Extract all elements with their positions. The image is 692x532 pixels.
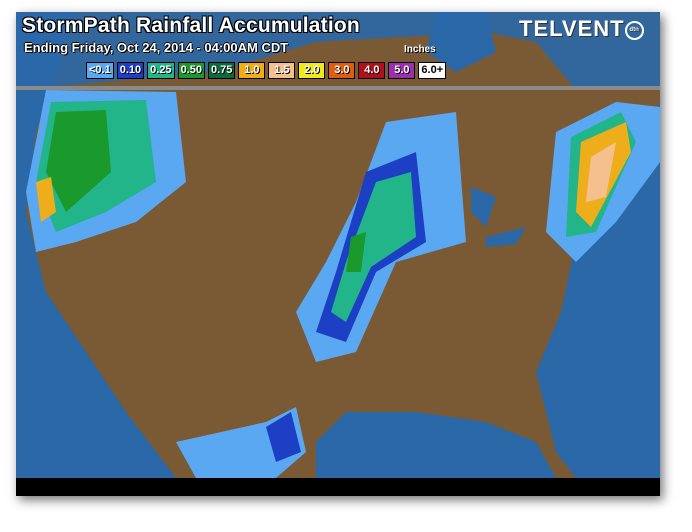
dtn-badge: dtn xyxy=(624,20,644,40)
legend-swatch: <0.1 xyxy=(86,62,114,79)
rain-midwest-teal xyxy=(331,172,416,322)
top-water xyxy=(16,12,660,90)
rain-northeast-peach xyxy=(586,142,616,202)
map-title: StormPath Rainfall Accumulation xyxy=(22,14,360,37)
legend-swatch: 0.10 xyxy=(116,62,145,79)
rainfall-map: StormPath Rainfall Accumulation Ending F… xyxy=(16,12,660,496)
bottom-bar xyxy=(16,478,660,496)
rain-midwest-green xyxy=(346,232,366,272)
legend-swatch: 0.50 xyxy=(177,62,205,79)
map-subtitle: Ending Friday, Oct 24, 2014 - 04:00AM CD… xyxy=(24,40,289,55)
legend-swatch: 4.0 xyxy=(358,62,386,79)
rainfall-areas xyxy=(26,90,660,478)
legend-swatch: 2.0 xyxy=(298,62,326,79)
legend-swatch: 5.0 xyxy=(388,62,416,79)
legend-swatch: 3.0 xyxy=(328,62,356,79)
legend-swatch: 1.0 xyxy=(238,62,266,79)
legend-swatch: 1.5 xyxy=(268,62,296,79)
rain-northwest-green xyxy=(46,110,111,212)
telvent-logo: TELVENT dtn xyxy=(519,16,644,42)
legend-swatch: 0.75 xyxy=(207,62,236,79)
map-canvas xyxy=(16,12,660,478)
rain-northwest-heavy xyxy=(36,177,56,222)
header-divider xyxy=(16,86,660,90)
pacific-ocean xyxy=(16,12,176,478)
legend-swatch: 0.25 xyxy=(147,62,175,79)
brand-text: TELVENT xyxy=(519,16,625,41)
rain-texas-blue xyxy=(266,412,301,462)
legend-swatch: 6.0+ xyxy=(418,62,447,79)
legend-units: Inches xyxy=(404,44,436,55)
gulf-of-mexico xyxy=(316,412,556,478)
color-legend: <0.1 0.10 0.25 0.50 0.75 1.0 1.5 2.0 3.0 4.0 5.0 6.… xyxy=(86,62,447,79)
